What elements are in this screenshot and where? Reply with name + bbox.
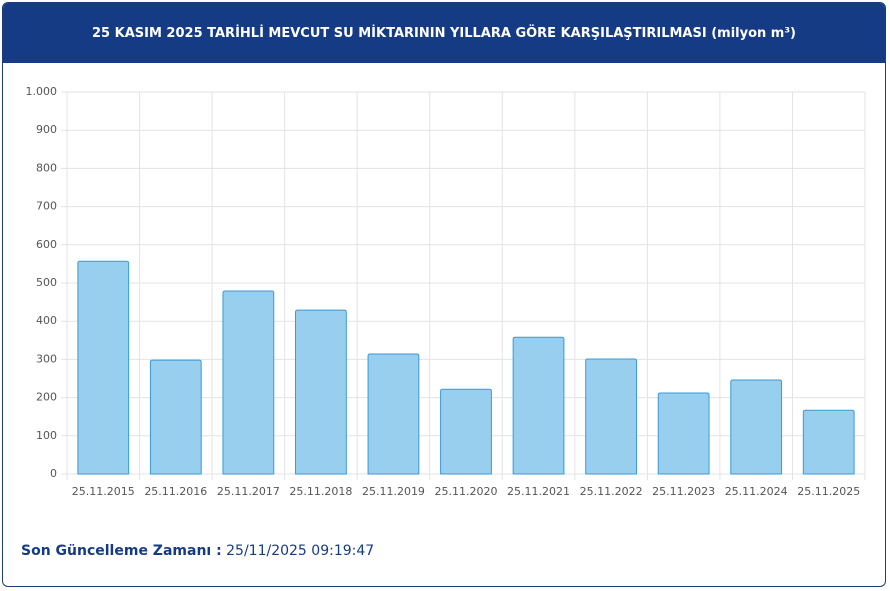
x-tick-label: 25.11.2021	[507, 485, 570, 498]
footer: Son Güncelleme Zamanı : 25/11/2025 09:19…	[21, 543, 374, 559]
bar	[585, 358, 637, 475]
x-tick-label: 25.11.2016	[144, 485, 207, 498]
bar	[512, 336, 565, 475]
bar	[657, 392, 710, 475]
y-tick-label: 100	[36, 429, 57, 442]
x-tick-label: 25.11.2025	[797, 485, 860, 498]
y-tick-label: 600	[36, 238, 57, 251]
y-tick-label: 800	[36, 161, 57, 174]
bar	[295, 309, 347, 475]
x-tick-label: 25.11.2015	[72, 485, 135, 498]
bar	[149, 359, 202, 475]
footer-label: Son Güncelleme Zamanı :	[21, 543, 222, 559]
bar	[367, 353, 420, 475]
x-tick-label: 25.11.2023	[652, 485, 715, 498]
footer-value: 25/11/2025 09:19:47	[226, 543, 375, 559]
bar	[730, 379, 783, 475]
y-tick-label: 900	[36, 123, 57, 136]
y-tick-label: 0	[50, 467, 57, 480]
x-tick-label: 25.11.2018	[289, 485, 352, 498]
y-tick-label: 400	[36, 314, 57, 327]
x-tick-label: 25.11.2022	[580, 485, 643, 498]
bar	[222, 290, 275, 475]
y-tick-label: 300	[36, 352, 57, 365]
x-tick-label: 25.11.2017	[217, 485, 280, 498]
y-tick-label: 700	[36, 200, 57, 213]
y-tick-label: 1.000	[26, 85, 58, 98]
bar	[802, 409, 855, 475]
x-tick-label: 25.11.2024	[725, 485, 788, 498]
chart-title: 25 KASIM 2025 TARİHLİ MEVCUT SU MİKTARIN…	[3, 3, 885, 63]
bar	[77, 260, 130, 475]
x-tick-label: 25.11.2020	[435, 485, 498, 498]
x-tick-label: 25.11.2019	[362, 485, 425, 498]
bar	[440, 388, 492, 475]
y-tick-label: 500	[36, 276, 57, 289]
y-tick-label: 200	[36, 391, 57, 404]
